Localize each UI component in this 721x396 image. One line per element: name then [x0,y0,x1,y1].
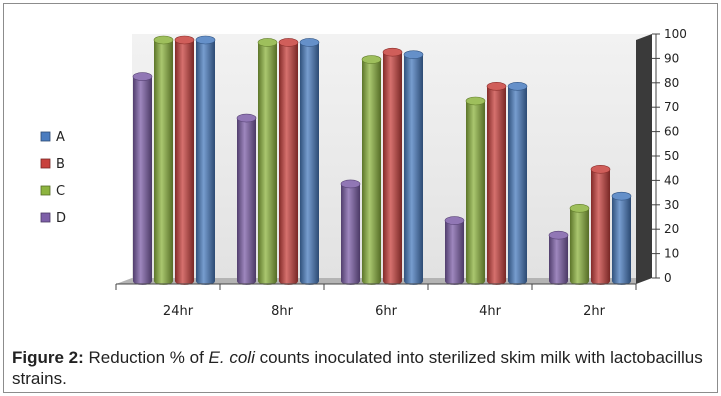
chart-bars [132,35,632,286]
bar-body [383,52,402,286]
bar-B-6hr [382,47,403,286]
bar-C-24hr [153,35,174,285]
figure-caption: Figure 2: Reduction % of E. coli counts … [12,347,712,389]
bar-top [299,38,320,47]
y-tick-label: 80 [664,76,679,90]
y-tick-label: 90 [664,51,679,65]
x-tick-label: 4hr [479,304,502,319]
chart-axes: 0 10 20 30 40 50 60 70 80 90 100 24hr 8hr 6hr 4hr 2hr [115,27,687,319]
bar-B-8hr [278,38,299,285]
bar-top [382,47,403,57]
x-tick-label: 6hr [375,304,398,319]
bar-body [279,42,298,285]
legend-item-B: B [40,157,65,172]
bar-body [612,196,631,285]
y-tick-label: 70 [664,100,679,114]
legend-swatch [40,185,51,196]
y-tick-label: 20 [664,222,679,236]
bar-body [404,54,423,285]
legend-swatch [40,212,51,223]
bar-body [258,42,277,285]
bar-body [196,40,215,285]
bar-C-8hr [257,38,278,285]
bar-body [154,40,173,285]
bar-top [236,113,257,123]
y-tick-label: 40 [664,173,679,187]
bar-A-24hr [195,35,216,285]
chart-side-wall [636,34,652,284]
bar-D-24hr [132,72,153,285]
bar-top [257,38,278,47]
legend-label: C [56,184,65,199]
bar-body [237,118,256,285]
bar-D-6hr [340,179,361,285]
x-tick-label: 24hr [163,304,194,319]
bar-body [466,101,485,285]
bar-D-2hr [548,230,569,285]
bar-top [174,35,195,45]
bar-top [403,50,424,59]
bar-top [548,230,569,240]
legend-label: D [56,211,66,226]
bar-top [153,35,174,45]
legend-item-D: D [40,211,66,226]
y-tick-label: 30 [664,198,679,212]
bar-A-8hr [299,38,320,285]
bar-D-4hr [444,216,465,285]
bar-top [486,82,507,91]
bar-body [300,42,319,285]
bar-top [611,191,632,201]
bar-A-6hr [403,50,424,285]
bar-body [591,169,610,285]
caption-species: E. coli [208,348,255,367]
bar-body [549,235,568,285]
bar-top [195,35,216,45]
bar-D-8hr [236,113,257,285]
bar-body [341,183,360,285]
legend-item-A: A [40,130,65,145]
bar-top [569,204,590,213]
bar-C-2hr [569,204,590,285]
bar-body [362,59,381,285]
bar-top [361,55,382,64]
bar-C-6hr [361,55,382,285]
bar-B-24hr [174,35,195,285]
figure-frame: 0 10 20 30 40 50 60 70 80 90 100 24hr 8hr 6hr 4hr 2hr A… [3,3,718,393]
bar-body [175,40,194,285]
caption-label: Figure 2: [12,348,84,367]
bar-chart: 0 10 20 30 40 50 60 70 80 90 100 24hr 8hr 6hr 4hr 2hr A… [40,27,687,319]
bar-C-4hr [465,96,486,285]
legend-label: B [56,157,65,172]
caption-text-start: Reduction % of [83,348,209,367]
bar-body [133,76,152,285]
legend-swatch [40,158,51,169]
bar-top [465,96,486,106]
bar-A-2hr [611,191,632,285]
y-tick-label: 100 [664,27,687,41]
legend-item-C: C [40,184,65,199]
x-tick-label: 8hr [271,304,294,319]
bar-body [508,86,527,285]
bar-A-4hr [507,82,528,285]
bar-body [445,220,464,285]
bar-top [590,165,611,174]
bar-body [487,86,506,285]
y-tick-label: 50 [664,149,679,163]
bar-top [340,179,361,189]
bar-body [570,208,589,285]
bar-top [444,216,465,225]
x-tick-label: 2hr [583,304,606,319]
caption-text-end: counts inoculated into sterilized skim m… [12,348,703,388]
bar-B-2hr [590,165,611,285]
y-tick-label: 0 [664,271,672,285]
legend-label: A [56,130,65,145]
bar-B-4hr [486,82,507,285]
bar-top [278,38,299,47]
legend-swatch [40,131,51,142]
bar-top [507,82,528,91]
bar-top [132,72,153,81]
y-tick-label: 60 [664,125,679,139]
y-tick-label: 10 [664,247,679,261]
